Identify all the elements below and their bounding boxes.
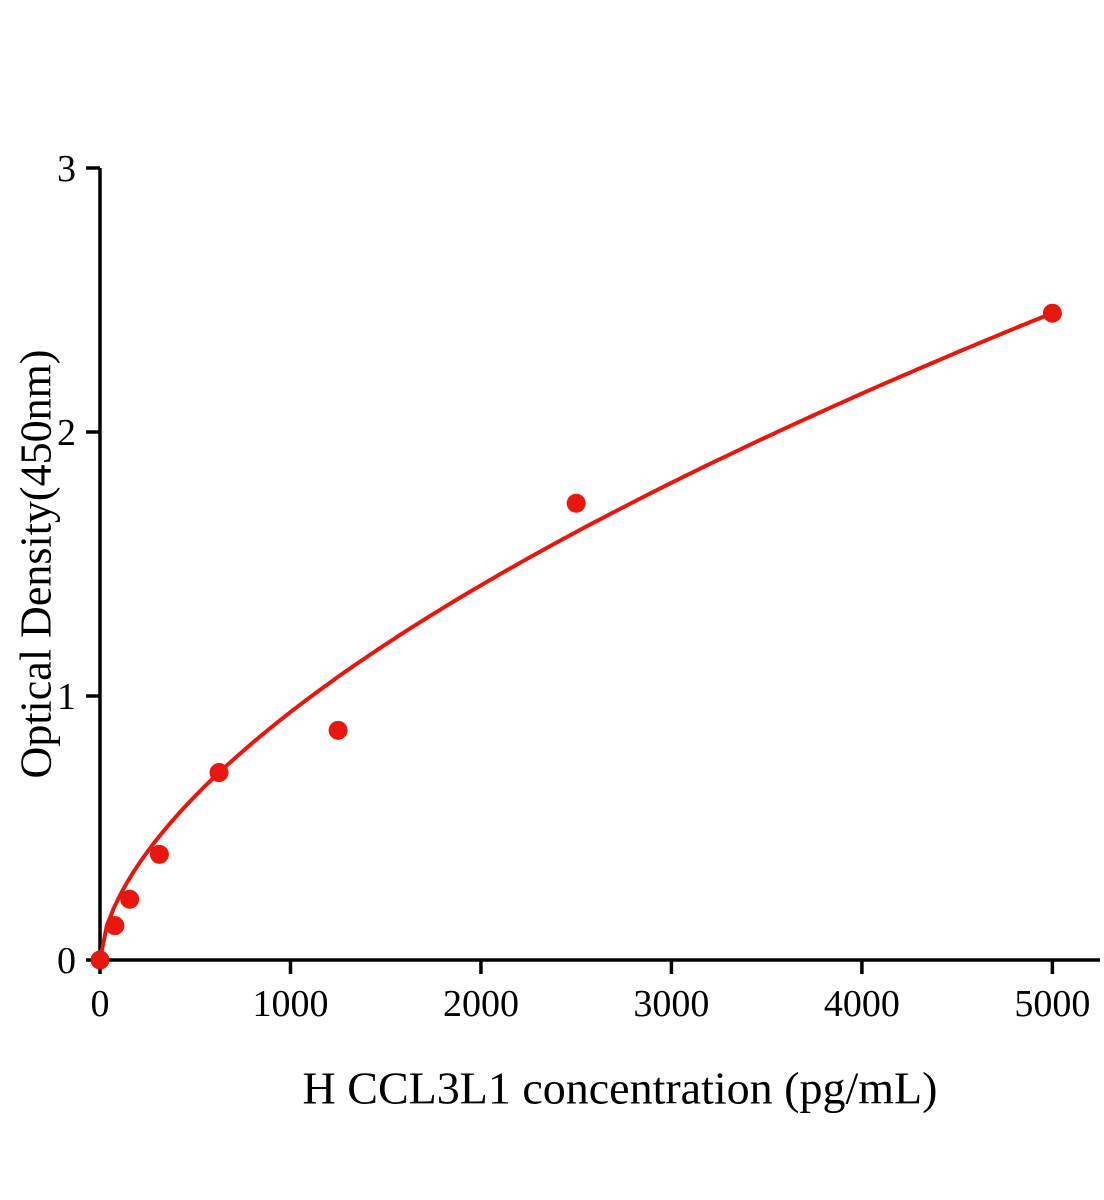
data-point <box>120 889 140 909</box>
fit-curve <box>98 311 1055 962</box>
data-point <box>90 950 110 970</box>
x-tick-label: 2000 <box>443 983 519 1025</box>
data-point <box>209 763 229 783</box>
data-point <box>149 844 169 864</box>
x-tick-label: 0 <box>91 983 110 1025</box>
x-tick-label: 4000 <box>824 983 900 1025</box>
data-point <box>1042 303 1062 323</box>
data-point <box>105 916 125 936</box>
x-tick-label: 3000 <box>633 983 709 1025</box>
x-axis-title: H CCL3L1 concentration (pg/mL) <box>302 1062 938 1114</box>
y-axis-title: Optical Density(450nm) <box>11 349 61 779</box>
data-point <box>328 720 348 740</box>
x-tick-label: 5000 <box>1014 983 1090 1025</box>
data-point <box>566 493 586 513</box>
y-tick-label: 1 <box>57 676 76 718</box>
x-tick-label: 1000 <box>252 983 328 1025</box>
y-tick-label: 3 <box>57 148 76 190</box>
y-tick-label: 2 <box>57 412 76 454</box>
y-tick-label: 0 <box>57 940 76 982</box>
